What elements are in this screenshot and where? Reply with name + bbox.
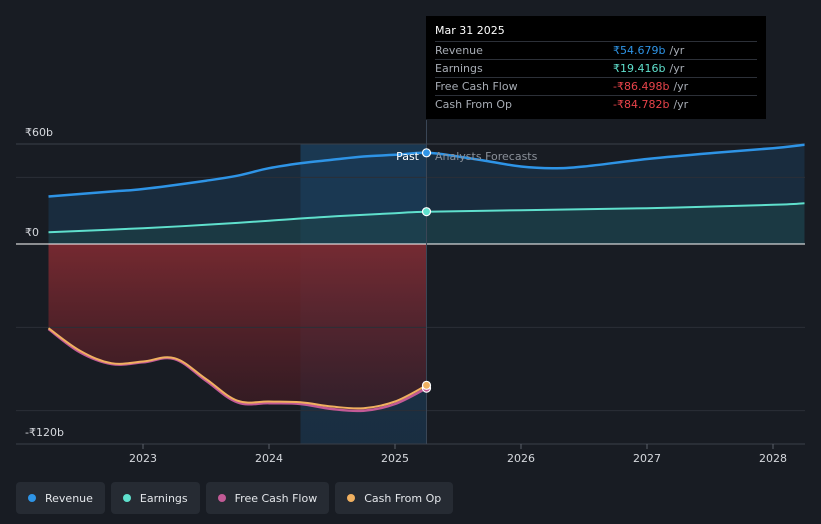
free-cash-flow-dot-icon xyxy=(217,494,226,502)
tooltip-unit: /yr xyxy=(669,44,685,57)
legend-item-cash-from-op[interactable]: Cash From Op xyxy=(335,482,454,514)
earnings-line xyxy=(48,202,805,234)
tooltip-row-earnings: Earnings ₹19.416b /yr xyxy=(435,59,757,77)
tooltip-value: ₹19.416b xyxy=(613,62,666,75)
tooltip-unit: /yr xyxy=(669,62,685,75)
tooltip-date: Mar 31 2025 xyxy=(435,24,505,37)
x-tick-label: 2028 xyxy=(759,452,787,465)
legend-item-revenue[interactable]: Revenue xyxy=(16,482,105,514)
hover-markers xyxy=(421,148,432,393)
x-axis-ticks: 2023 2024 2025 2026 2027 2028 xyxy=(129,444,787,465)
tooltip-label: Free Cash Flow xyxy=(435,80,518,93)
y-axis-bottom-label: -₹120b xyxy=(25,426,64,439)
revenue-line xyxy=(48,143,805,198)
legend-label: Free Cash Flow xyxy=(234,491,318,505)
x-tick-label: 2025 xyxy=(381,452,409,465)
tooltip-label: Revenue xyxy=(435,44,483,57)
tooltip-unit: /yr xyxy=(673,80,689,93)
x-tick-label: 2024 xyxy=(255,452,283,465)
chart-area: ₹60b ₹0 -₹120b Past Analysts Forecasts 2… xyxy=(16,120,805,465)
cash-from-op-marker xyxy=(421,380,432,390)
legend-label: Cash From Op xyxy=(364,491,442,505)
grid-lines xyxy=(16,143,805,445)
earnings-marker xyxy=(421,207,432,217)
legend: Revenue Earnings Free Cash Flow Cash Fro… xyxy=(16,482,454,514)
tooltip-row-revenue: Revenue ₹54.679b /yr xyxy=(435,41,757,59)
earnings-dot-icon xyxy=(122,494,131,502)
tooltip: Mar 31 2025 Revenue ₹54.679b /yr Earning… xyxy=(426,16,766,119)
tooltip-label: Cash From Op xyxy=(435,98,513,111)
cash-from-op-line xyxy=(47,327,427,410)
past-label: Past xyxy=(396,150,420,163)
x-tick-label: 2027 xyxy=(633,452,661,465)
tooltip-label: Earnings xyxy=(435,62,483,75)
y-axis-zero-label: ₹0 xyxy=(25,226,39,239)
forecast-label: Analysts Forecasts xyxy=(435,150,538,163)
y-axis-top-label: ₹60b xyxy=(25,126,53,139)
tooltip-unit: /yr xyxy=(673,98,689,111)
cash-from-op-dot-icon xyxy=(347,494,356,502)
legend-item-free-cash-flow[interactable]: Free Cash Flow xyxy=(205,482,330,514)
tooltip-value: ₹54.679b xyxy=(613,44,666,57)
x-tick-label: 2023 xyxy=(129,452,157,465)
revenue-dot-icon xyxy=(28,494,36,502)
revenue-marker xyxy=(421,148,432,158)
x-tick-label: 2026 xyxy=(507,452,535,465)
tooltip-value: -₹86.498b xyxy=(613,80,670,93)
legend-item-earnings[interactable]: Earnings xyxy=(110,482,200,514)
tooltip-row-cash-from-op: Cash From Op -₹84.782b /yr xyxy=(435,95,757,113)
tooltip-row-free-cash-flow: Free Cash Flow -₹86.498b /yr xyxy=(435,77,757,95)
legend-label: Earnings xyxy=(139,491,188,505)
tooltip-value: -₹84.782b xyxy=(613,98,670,111)
legend-label: Revenue xyxy=(45,491,93,505)
